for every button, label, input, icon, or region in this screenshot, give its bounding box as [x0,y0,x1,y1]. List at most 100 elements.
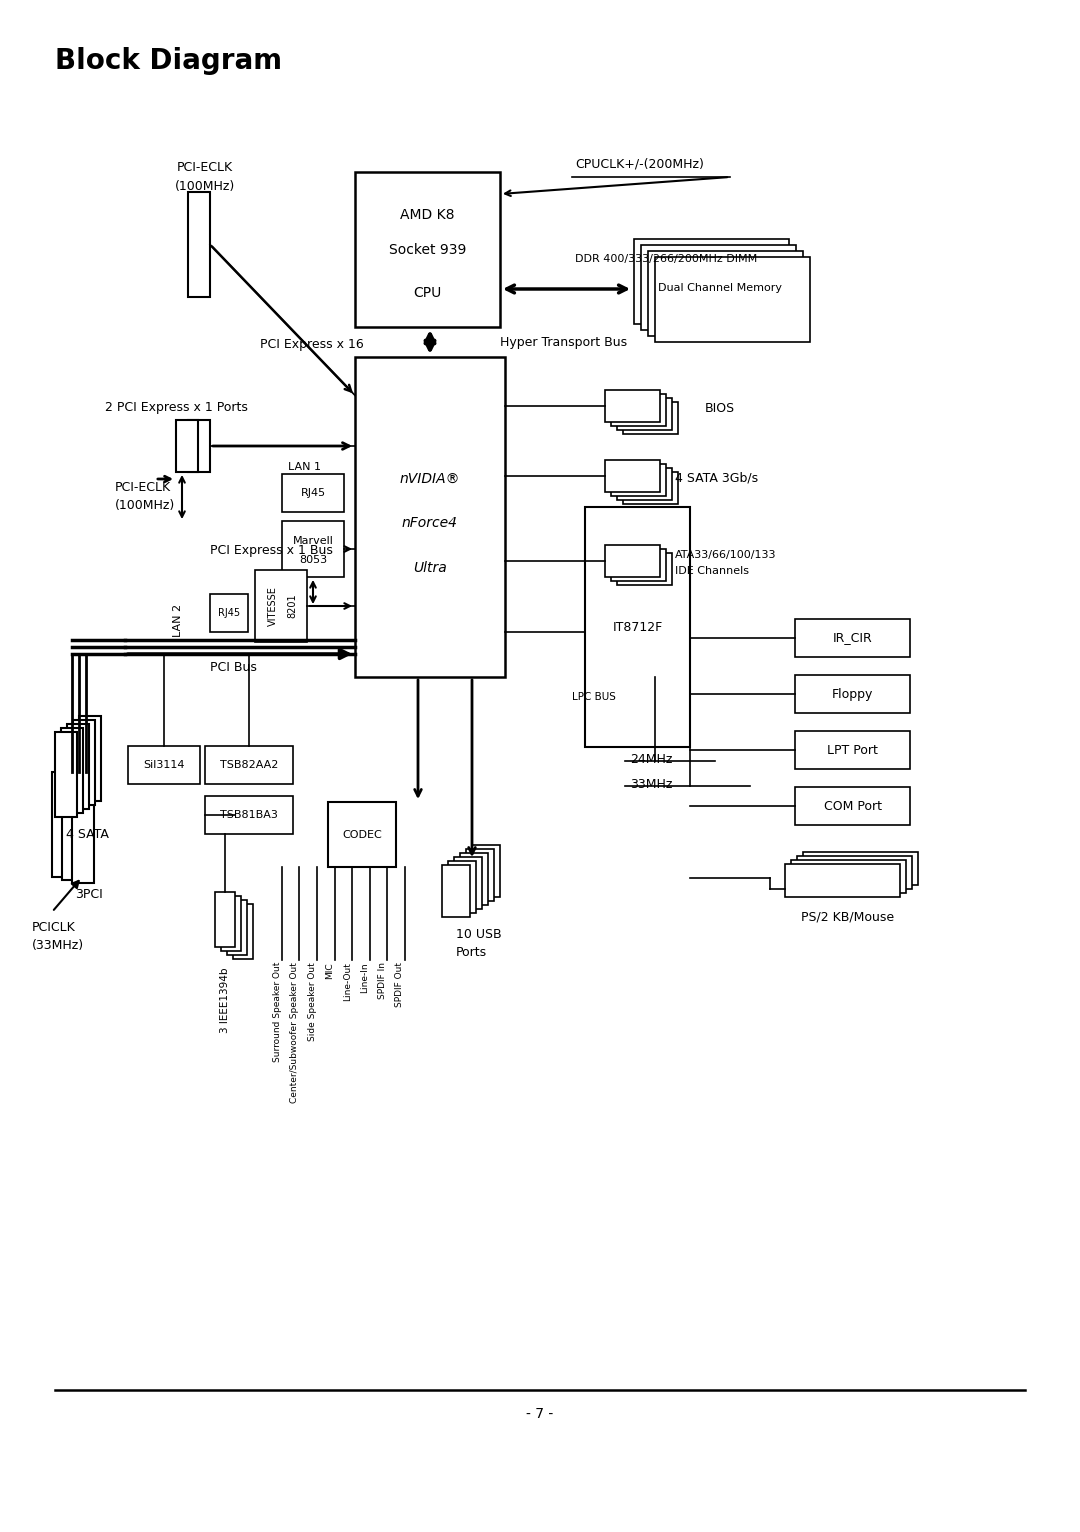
Bar [221,896,241,951]
Text: PCI-ECLK: PCI-ECLK [177,161,233,173]
Bar [355,357,505,677]
Text: PCI Express x 1 Bus: PCI Express x 1 Bus [210,544,333,556]
Text: Block Diagram: Block Diagram [55,47,282,75]
Bar [797,856,912,889]
Bar [605,460,660,492]
Text: LPT Port: LPT Port [827,743,878,757]
Text: LPC BUS: LPC BUS [572,692,616,702]
Bar [617,553,672,585]
Bar [282,473,345,512]
Bar [355,172,500,326]
Text: PCI-ECLK: PCI-ECLK [114,481,171,493]
Bar [795,787,910,826]
Text: 8053: 8053 [299,555,327,565]
Bar [617,467,672,499]
Bar [442,866,470,918]
Bar [62,775,84,879]
Bar [785,864,900,898]
Text: RJ45: RJ45 [300,489,325,498]
Text: LAN 1: LAN 1 [288,463,322,472]
Text: nVIDIA®: nVIDIA® [400,472,460,486]
Text: CPU: CPU [414,286,442,300]
Text: BIOS: BIOS [705,401,735,415]
Text: CODEC: CODEC [342,829,382,840]
Text: nForce4: nForce4 [402,516,458,530]
Bar [795,619,910,657]
Bar [472,846,500,898]
Text: 4 SATA: 4 SATA [66,827,109,841]
Bar [623,472,678,504]
Text: Floppy: Floppy [832,688,874,700]
Bar [795,731,910,769]
Text: Center/Subwoofer Speaker Out: Center/Subwoofer Speaker Out [291,962,299,1103]
Text: 10 USB: 10 USB [456,927,501,941]
Text: 3 IEEE1394b: 3 IEEE1394b [220,967,230,1033]
Text: Surround Speaker Out: Surround Speaker Out [273,962,282,1062]
Text: (100MHz): (100MHz) [175,179,235,193]
Bar [791,859,906,893]
Bar [460,853,488,905]
Text: Marvell: Marvell [293,536,334,545]
Bar [611,464,666,496]
Text: VITESSE: VITESSE [268,587,279,627]
Bar [605,391,660,421]
Text: Line-Out: Line-Out [343,962,352,1000]
Bar [72,778,94,882]
Bar [654,257,810,342]
Text: 24MHz: 24MHz [630,752,673,766]
Bar [55,732,77,817]
Bar [465,849,494,901]
Bar [73,720,95,804]
Text: IT8712F: IT8712F [612,620,663,634]
Bar [188,192,210,297]
Text: 33MHz: 33MHz [630,778,673,791]
Text: COM Port: COM Port [824,800,881,812]
Text: Line-In: Line-In [361,962,369,993]
Text: RJ45: RJ45 [218,608,240,617]
Bar [210,594,248,633]
Bar [611,548,666,581]
Bar [642,245,796,329]
Bar [617,398,672,430]
Bar [215,892,235,947]
Bar [623,401,678,434]
Text: IR_CIR: IR_CIR [833,631,873,645]
Bar [605,545,660,578]
Bar [176,420,198,472]
Bar [585,507,690,748]
Bar [611,394,666,426]
Text: Sil3114: Sil3114 [144,760,185,771]
Text: 4 SATA 3Gb/s: 4 SATA 3Gb/s [675,472,758,484]
Bar [328,801,396,867]
Text: - 7 -: - 7 - [526,1406,554,1422]
Bar [129,746,200,784]
Bar [205,797,293,833]
Bar [52,772,75,876]
Text: PCI Bus: PCI Bus [210,660,257,674]
Bar [205,746,293,784]
Bar [67,725,89,809]
Text: 3PCI: 3PCI [75,887,103,901]
Text: Ultra: Ultra [414,561,447,574]
Text: AMD K8: AMD K8 [401,208,455,222]
Text: Socket 939: Socket 939 [389,242,467,256]
Bar [454,856,482,908]
Bar [227,899,247,954]
Text: SPDIF In: SPDIF In [378,962,387,999]
Text: Ports: Ports [456,945,487,959]
Text: CPUCLK+/-(200MHz): CPUCLK+/-(200MHz) [575,158,704,170]
Bar [648,251,804,336]
Bar [60,728,83,813]
Text: PCICLK: PCICLK [32,921,76,933]
Text: LAN 2: LAN 2 [173,604,183,637]
Text: Hyper Transport Bus: Hyper Transport Bus [500,336,627,348]
Text: 2 PCI Express x 1 Ports: 2 PCI Express x 1 Ports [105,400,248,414]
Text: (33MHz): (33MHz) [32,939,84,951]
Text: Side Speaker Out: Side Speaker Out [308,962,318,1040]
Text: SPDIF Out: SPDIF Out [395,962,405,1007]
Text: DDR 400/333/266/200MHz DIMM: DDR 400/333/266/200MHz DIMM [575,254,757,264]
Text: PCI Express x 16: PCI Express x 16 [260,337,364,351]
Text: ATA33/66/100/133: ATA33/66/100/133 [675,550,777,561]
Text: IDE Channels: IDE Channels [675,565,750,576]
Text: Dual Channel Memory: Dual Channel Memory [659,282,783,293]
